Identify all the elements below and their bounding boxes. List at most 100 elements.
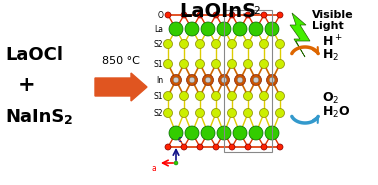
Circle shape — [277, 12, 283, 18]
Circle shape — [249, 22, 263, 36]
Circle shape — [164, 60, 172, 68]
Polygon shape — [290, 13, 310, 57]
Circle shape — [169, 126, 183, 140]
Text: S1: S1 — [153, 92, 163, 100]
Circle shape — [195, 60, 204, 68]
Circle shape — [189, 77, 195, 83]
Text: La: La — [154, 24, 163, 33]
Circle shape — [265, 126, 279, 140]
Circle shape — [237, 77, 243, 83]
Circle shape — [243, 40, 253, 48]
Circle shape — [185, 22, 199, 36]
Circle shape — [197, 144, 203, 150]
Circle shape — [266, 75, 277, 85]
Circle shape — [243, 108, 253, 117]
Circle shape — [180, 92, 189, 100]
Circle shape — [174, 161, 178, 165]
Circle shape — [269, 77, 275, 83]
Circle shape — [197, 12, 203, 18]
Text: H$_2$: H$_2$ — [322, 47, 339, 63]
Circle shape — [228, 40, 237, 48]
Bar — [224, 10, 272, 152]
Text: S2: S2 — [153, 108, 163, 117]
Circle shape — [195, 108, 204, 117]
Text: c: c — [178, 135, 181, 144]
Text: S2: S2 — [153, 40, 163, 48]
Text: +: + — [18, 75, 36, 95]
Circle shape — [261, 144, 267, 150]
Circle shape — [165, 144, 171, 150]
Circle shape — [205, 77, 211, 83]
Circle shape — [249, 126, 263, 140]
Circle shape — [245, 144, 251, 150]
FancyArrow shape — [95, 73, 147, 101]
Circle shape — [228, 60, 237, 68]
Text: Light: Light — [312, 21, 344, 31]
Circle shape — [251, 75, 262, 85]
Circle shape — [213, 12, 219, 18]
Circle shape — [169, 22, 183, 36]
Circle shape — [203, 75, 214, 85]
Text: NaInS: NaInS — [5, 108, 64, 126]
Circle shape — [276, 60, 285, 68]
Circle shape — [165, 12, 171, 18]
Circle shape — [260, 60, 268, 68]
Circle shape — [260, 40, 268, 48]
Circle shape — [164, 108, 172, 117]
Text: 850 °C: 850 °C — [102, 56, 140, 66]
Circle shape — [260, 92, 268, 100]
Circle shape — [195, 40, 204, 48]
Circle shape — [181, 12, 187, 18]
Text: LaOCl: LaOCl — [5, 46, 63, 64]
Text: In: In — [156, 75, 163, 85]
Text: H$^+$: H$^+$ — [322, 34, 343, 50]
Circle shape — [265, 22, 279, 36]
Circle shape — [277, 144, 283, 150]
Circle shape — [276, 92, 285, 100]
Circle shape — [173, 77, 179, 83]
Circle shape — [201, 22, 215, 36]
Circle shape — [164, 40, 172, 48]
Circle shape — [229, 144, 235, 150]
Text: $_2$: $_2$ — [253, 2, 261, 17]
Text: O$_2$: O$_2$ — [322, 90, 339, 106]
Circle shape — [218, 75, 229, 85]
Text: Visible: Visible — [312, 10, 354, 20]
Circle shape — [229, 12, 235, 18]
Circle shape — [186, 75, 197, 85]
Text: S1: S1 — [153, 60, 163, 68]
Circle shape — [221, 77, 227, 83]
Circle shape — [276, 108, 285, 117]
Circle shape — [201, 126, 215, 140]
Circle shape — [276, 40, 285, 48]
Circle shape — [181, 144, 187, 150]
Text: 2: 2 — [64, 114, 73, 127]
Circle shape — [212, 92, 220, 100]
Circle shape — [261, 12, 267, 18]
Circle shape — [260, 108, 268, 117]
Circle shape — [217, 22, 231, 36]
Text: LaOInS: LaOInS — [180, 2, 257, 21]
Circle shape — [213, 144, 219, 150]
Circle shape — [180, 108, 189, 117]
Circle shape — [233, 126, 247, 140]
Circle shape — [195, 92, 204, 100]
Circle shape — [233, 22, 247, 36]
Circle shape — [185, 126, 199, 140]
Circle shape — [180, 60, 189, 68]
Text: a: a — [151, 164, 156, 173]
Circle shape — [164, 92, 172, 100]
Circle shape — [170, 75, 181, 85]
Circle shape — [212, 40, 220, 48]
Circle shape — [217, 126, 231, 140]
Circle shape — [228, 108, 237, 117]
Circle shape — [245, 12, 251, 18]
Circle shape — [180, 40, 189, 48]
Circle shape — [234, 75, 245, 85]
Text: O: O — [157, 11, 163, 19]
Circle shape — [212, 108, 220, 117]
Circle shape — [212, 60, 220, 68]
Circle shape — [243, 92, 253, 100]
Text: H$_2$O: H$_2$O — [322, 105, 350, 120]
Circle shape — [253, 77, 259, 83]
